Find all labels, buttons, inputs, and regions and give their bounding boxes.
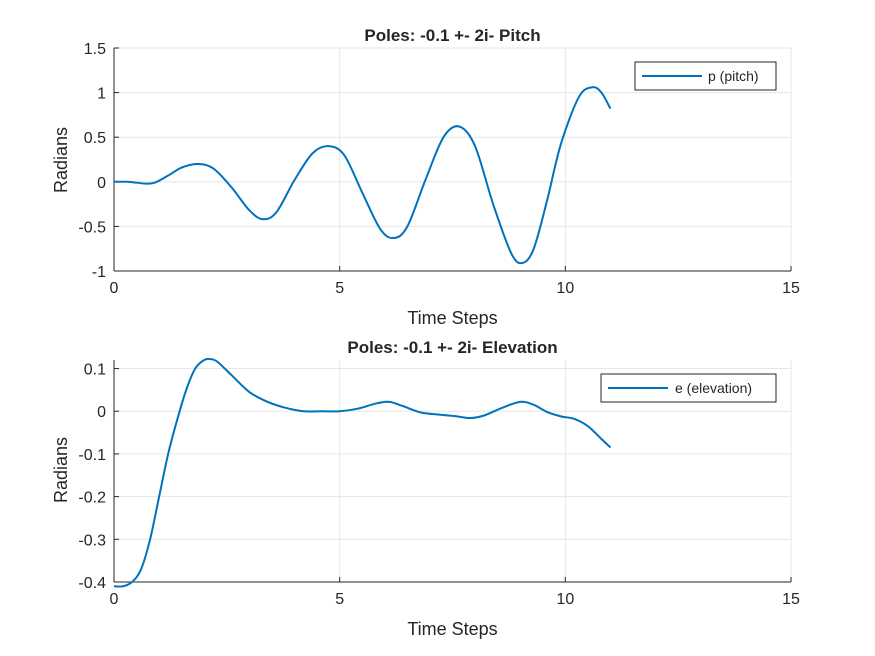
elevation-plot: Poles: -0.1 +- 2i- Elevation 0 5 10 15 -0.4…	[51, 338, 800, 639]
elevation-ytick-label: -0.4	[78, 575, 106, 592]
pitch-xtick-label: 10	[556, 280, 574, 297]
elevation-plot-legend: e (elevation)	[600, 373, 777, 403]
pitch-legend-label: p (pitch)	[708, 68, 759, 84]
elevation-xtick-label: 10	[556, 591, 574, 608]
elevation-plot-ytick-labels: -0.4 -0.3 -0.2 -0.1 0 0.1	[78, 362, 106, 592]
elevation-ytick-label: -0.2	[78, 490, 106, 507]
pitch-ytick-label: 0	[97, 175, 106, 192]
pitch-ytick-label: -1	[92, 264, 106, 281]
elevation-plot-xlabel: Time Steps	[407, 619, 497, 639]
pitch-xtick-label: 0	[110, 280, 119, 297]
pitch-ytick-label: 1.5	[84, 41, 106, 58]
elevation-plot-xtick-labels: 0 5 10 15	[110, 591, 800, 608]
elevation-plot-title: Poles: -0.1 +- 2i- Elevation	[347, 338, 557, 357]
pitch-plot-series	[113, 86, 612, 265]
pitch-plot-xlabel: Time Steps	[407, 308, 497, 328]
pitch-xtick-label: 5	[335, 280, 344, 297]
elevation-plot-ylabel: Radians	[51, 437, 71, 503]
elevation-legend-label: e (elevation)	[675, 380, 752, 396]
pitch-xtick-label: 15	[782, 280, 800, 297]
pitch-plot-axes	[113, 47, 792, 272]
pitch-plot: Poles: -0.1 +- 2i- Pitch 0 5 10 15 -1-0.500…	[51, 26, 800, 328]
elevation-series-line	[113, 357, 612, 588]
elevation-xtick-label: 5	[335, 591, 344, 608]
pitch-plot-title: Poles: -0.1 +- 2i- Pitch	[364, 26, 540, 45]
pitch-ytick-label: -0.5	[78, 219, 106, 236]
elevation-ytick-label: -0.3	[78, 532, 106, 549]
elevation-ytick-label: 0	[97, 404, 106, 421]
pitch-ytick-label: 0.5	[84, 130, 106, 147]
elevation-xtick-label: 0	[110, 591, 119, 608]
elevation-ytick-label: -0.1	[78, 447, 106, 464]
pitch-series-line	[113, 86, 612, 265]
elevation-ytick-label: 0.1	[84, 362, 106, 379]
pitch-ytick-label: 1	[97, 86, 106, 103]
pitch-plot-ylabel: Radians	[51, 127, 71, 193]
elevation-plot-axes	[113, 360, 792, 583]
elevation-plot-series	[113, 357, 612, 588]
pitch-plot-legend: p (pitch)	[634, 61, 777, 91]
pitch-plot-xtick-labels: 0 5 10 15	[110, 280, 800, 297]
elevation-xtick-label: 15	[782, 591, 800, 608]
pitch-plot-ytick-labels: -1 -0.5 0 0.5 1 1.5	[78, 41, 106, 281]
